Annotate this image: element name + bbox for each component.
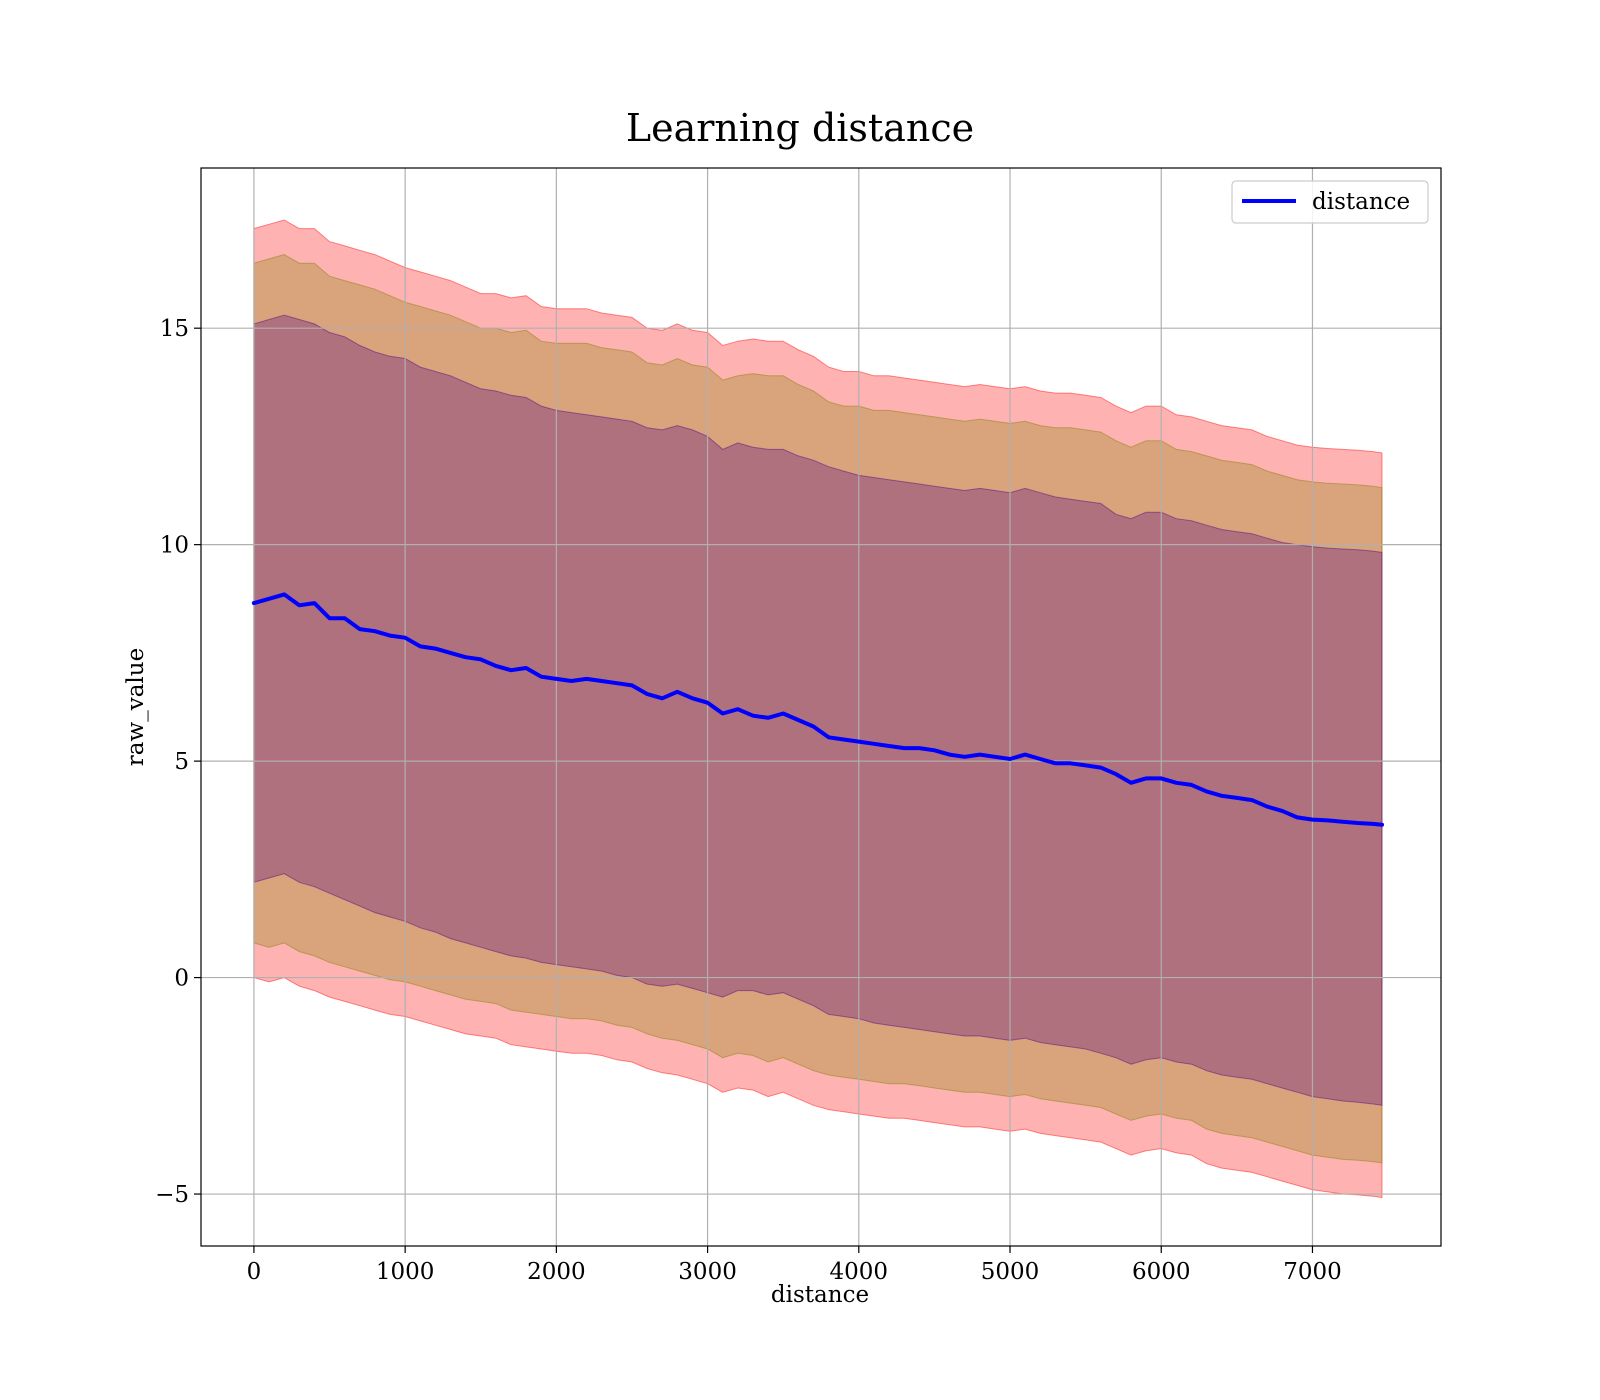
x-tick-label: 1000 [376,1259,435,1285]
x-axis-label: distance [771,1282,869,1308]
band-middle [253,254,1383,1164]
series-lines [251,592,1384,827]
plot-frame [200,167,1442,1247]
x-tick-label: 6000 [1132,1259,1191,1285]
x-tick-label: 0 [247,1259,262,1285]
y-tick-label: 10 [160,533,189,559]
x-tick-label: 4000 [830,1259,889,1285]
band-inner [253,314,1383,1106]
chart-title: Learning distance [626,106,974,150]
axis-ticks: 0 1000 2000 3000 4000 5000 6000 7000 −5 0 5 10 15 [155,316,1342,1285]
confidence-bands [253,219,1383,1199]
x-tick-label: 2000 [527,1259,586,1285]
x-tick-label: 7000 [1283,1259,1342,1285]
legend-box [1231,180,1429,224]
y-tick-label: 15 [160,316,189,342]
grid [201,168,1441,1246]
y-axis-label: raw_value [123,648,149,766]
x-tick-label: 5000 [981,1259,1040,1285]
series-line-distance [251,592,1384,827]
legend-label-distance: distance [1312,189,1410,215]
y-tick-label: −5 [155,1182,189,1208]
band-outer [253,219,1383,1199]
y-tick-label: 5 [174,749,189,775]
y-tick-label: 0 [174,966,189,992]
x-tick-label: 3000 [678,1259,737,1285]
legend: distance [1231,180,1429,224]
